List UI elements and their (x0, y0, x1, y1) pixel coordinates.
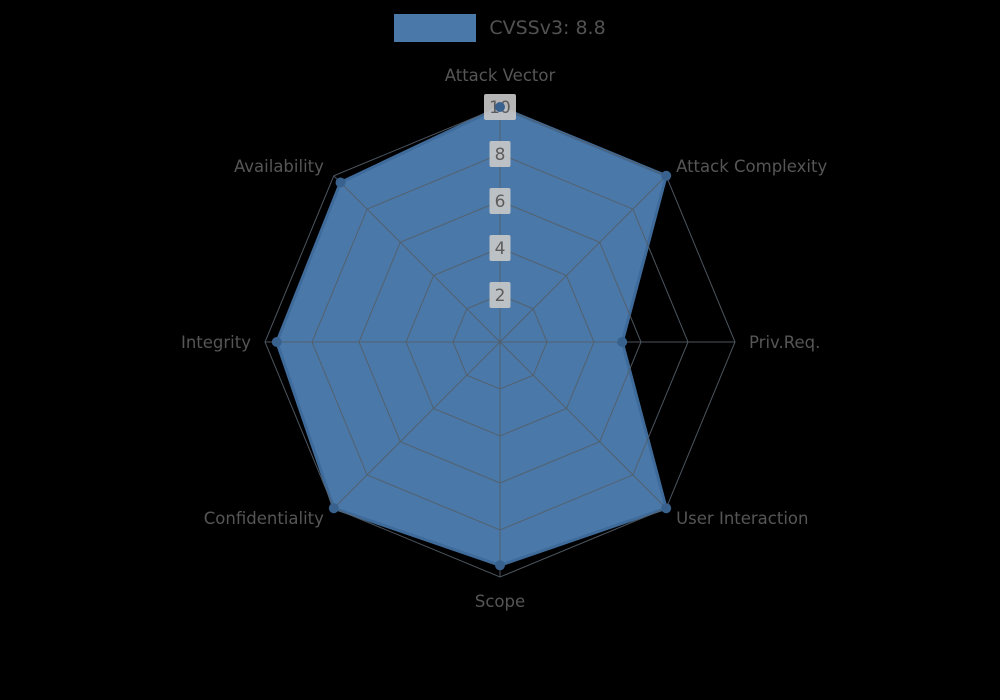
legend-swatch[interactable] (394, 14, 477, 42)
legend-label: CVSSv3: 8.8 (489, 17, 606, 39)
tick-label: 4 (495, 239, 506, 259)
tick-label-box (489, 141, 511, 167)
series-dot[interactable] (661, 170, 672, 181)
axis-label-availability: Availability (234, 157, 324, 176)
chart-legend[interactable]: CVSSv3: 8.8 (0, 14, 1000, 42)
tick-label: 2 (495, 286, 506, 306)
axis-label-integrity: Integrity (181, 333, 251, 352)
tick-label-box (489, 235, 511, 261)
tick-label-box (489, 282, 511, 308)
axis-label-confidentiality: Confidentiality (204, 509, 324, 528)
series-dot[interactable] (495, 560, 505, 571)
grid-spoke (499, 175, 667, 343)
grid-spoke (499, 341, 667, 509)
series-dot[interactable] (271, 337, 282, 347)
series-dot[interactable] (617, 337, 628, 347)
axis-label-attack-complexity: Attack Complexity (676, 157, 827, 176)
series-dot[interactable] (661, 503, 672, 514)
series-dot[interactable] (335, 177, 346, 188)
grid-spoke (333, 175, 501, 343)
series-dot[interactable] (495, 102, 505, 112)
axis-label-scope: Scope (475, 592, 525, 611)
axis-label-attack-vector: Attack Vector (445, 66, 556, 85)
axis-label-priv-req: Priv.Req. (749, 333, 820, 352)
axis-label-user-interaction: User Interaction (676, 509, 808, 528)
tick-label: 8 (495, 145, 506, 165)
grid-spoke (333, 341, 501, 509)
tick-label: 6 (495, 192, 506, 212)
tick-label-box (489, 188, 511, 214)
series-dot[interactable] (328, 503, 339, 514)
